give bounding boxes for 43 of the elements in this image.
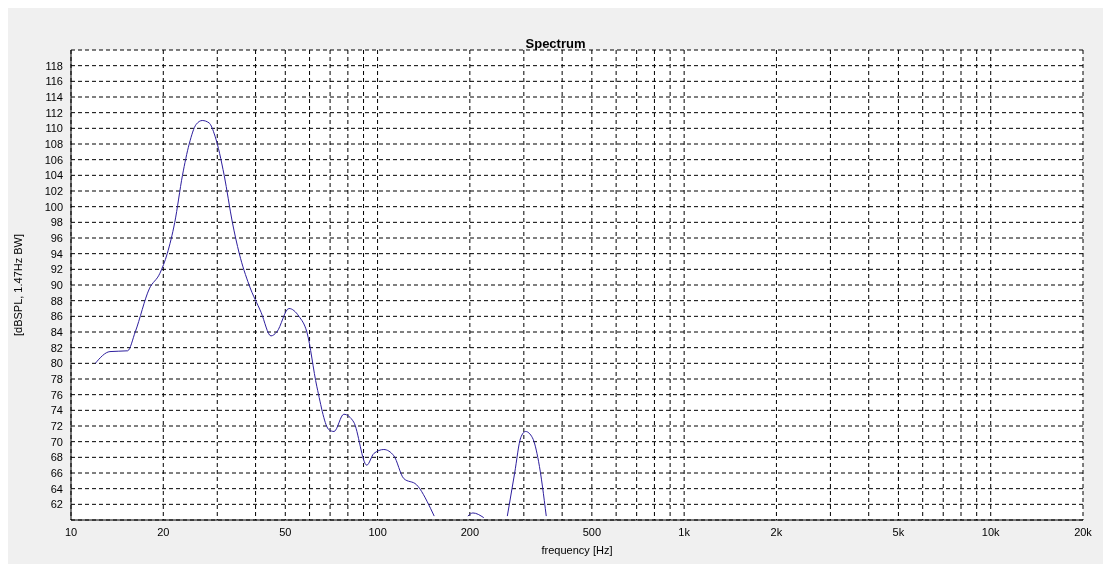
y-axis-title: [dBSPL, 1.47Hz BW] <box>11 233 24 337</box>
y-tick-label: 92 <box>50 263 63 276</box>
x-tick-label: 20k <box>1074 525 1093 538</box>
x-tick-label: 50 <box>279 525 292 538</box>
y-tick-label: 70 <box>50 435 63 448</box>
y-tick-label: 66 <box>50 466 63 479</box>
y-tick-label: 118 <box>45 59 63 72</box>
y-tick-label: 100 <box>44 200 63 213</box>
y-tick-label: 98 <box>50 216 63 229</box>
y-tick-label: 62 <box>50 498 63 511</box>
y-tick-label: 90 <box>50 278 63 291</box>
y-tick-label: 86 <box>50 310 63 323</box>
y-tick-label: 64 <box>50 482 63 495</box>
y-tick-label: 112 <box>45 106 63 119</box>
y-tick-label: 76 <box>50 388 63 401</box>
x-tick-label: 500 <box>582 525 602 538</box>
y-tick-label: 72 <box>50 419 63 432</box>
y-tick-label: 116 <box>45 75 63 88</box>
x-tick-label: 100 <box>368 525 387 538</box>
x-tick-label: 200 <box>460 525 480 538</box>
x-tick-label: 10k <box>981 525 1001 538</box>
y-tick-label: 114 <box>45 90 63 103</box>
y-tick-label: 108 <box>44 137 63 150</box>
x-tick-label: 5k <box>892 525 905 538</box>
x-tick-label: 1k <box>678 525 691 538</box>
x-tick-label: 2k <box>770 525 783 538</box>
y-tick-label: 102 <box>44 184 63 197</box>
y-tick-label: 80 <box>50 357 63 370</box>
y-tick-label: 104 <box>44 169 63 182</box>
y-tick-label: 74 <box>50 404 63 417</box>
y-tick-label: 106 <box>44 153 63 166</box>
x-axis-title: frequency [Hz] <box>541 544 613 556</box>
y-tick-label: 68 <box>50 451 63 464</box>
y-tick-label: 94 <box>50 247 63 260</box>
y-tick-label: 88 <box>50 294 63 307</box>
y-tick-label: 96 <box>50 231 63 244</box>
y-tick-label: 110 <box>45 122 63 135</box>
x-tick-label: 20 <box>157 525 170 538</box>
x-tick-label: 10 <box>64 525 78 538</box>
y-tick-label: 84 <box>50 325 63 338</box>
y-tick-label: 82 <box>50 341 63 354</box>
chart-title: Spectrum <box>524 36 587 51</box>
y-tick-label: 78 <box>50 372 63 385</box>
